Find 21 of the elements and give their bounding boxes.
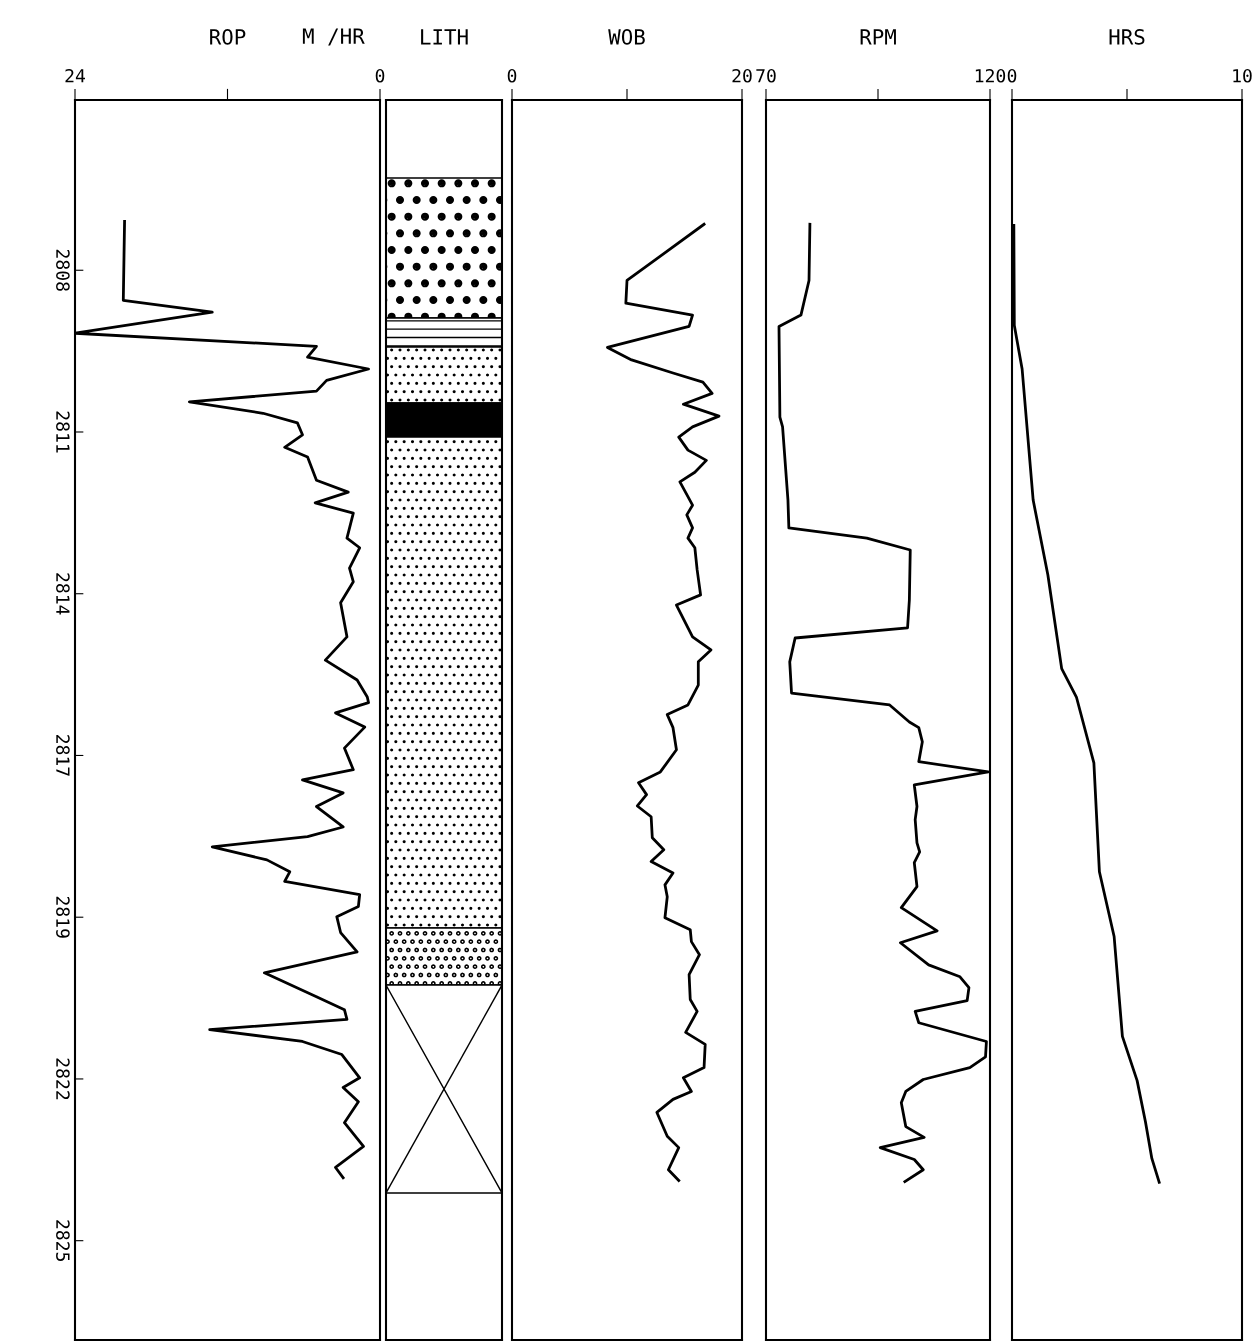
x-tick-label: 24 — [65, 68, 86, 83]
x-tick-label: 70 — [756, 68, 776, 83]
y-tick-label: 2825 — [56, 1220, 70, 1261]
chart-title: WOB — [608, 28, 645, 45]
x-tick-label: 0 — [1007, 68, 1017, 83]
x-tick-label: 20 — [732, 68, 752, 83]
x-tick-label: 10 — [1233, 68, 1252, 83]
y-tick-label: 2811 — [56, 411, 70, 453]
x-tick-label: 0 — [375, 68, 385, 83]
x-tick-label: 120 — [975, 68, 1006, 83]
x-axis-title: M /HR — [302, 28, 365, 46]
chart-title: RPM — [860, 29, 896, 45]
chart-title: ROP — [210, 28, 246, 45]
chart-title: HRS — [1109, 28, 1145, 45]
y-tick-label: 2808 — [56, 249, 70, 291]
y-tick-label: 2819 — [56, 896, 70, 938]
y-tick-label: 2822 — [56, 1058, 70, 1100]
y-tick-label: 2817 — [56, 735, 70, 776]
x-tick-label: 0 — [507, 68, 517, 83]
y-tick-label: 2814 — [56, 573, 70, 615]
text: LITH — [421, 29, 468, 45]
